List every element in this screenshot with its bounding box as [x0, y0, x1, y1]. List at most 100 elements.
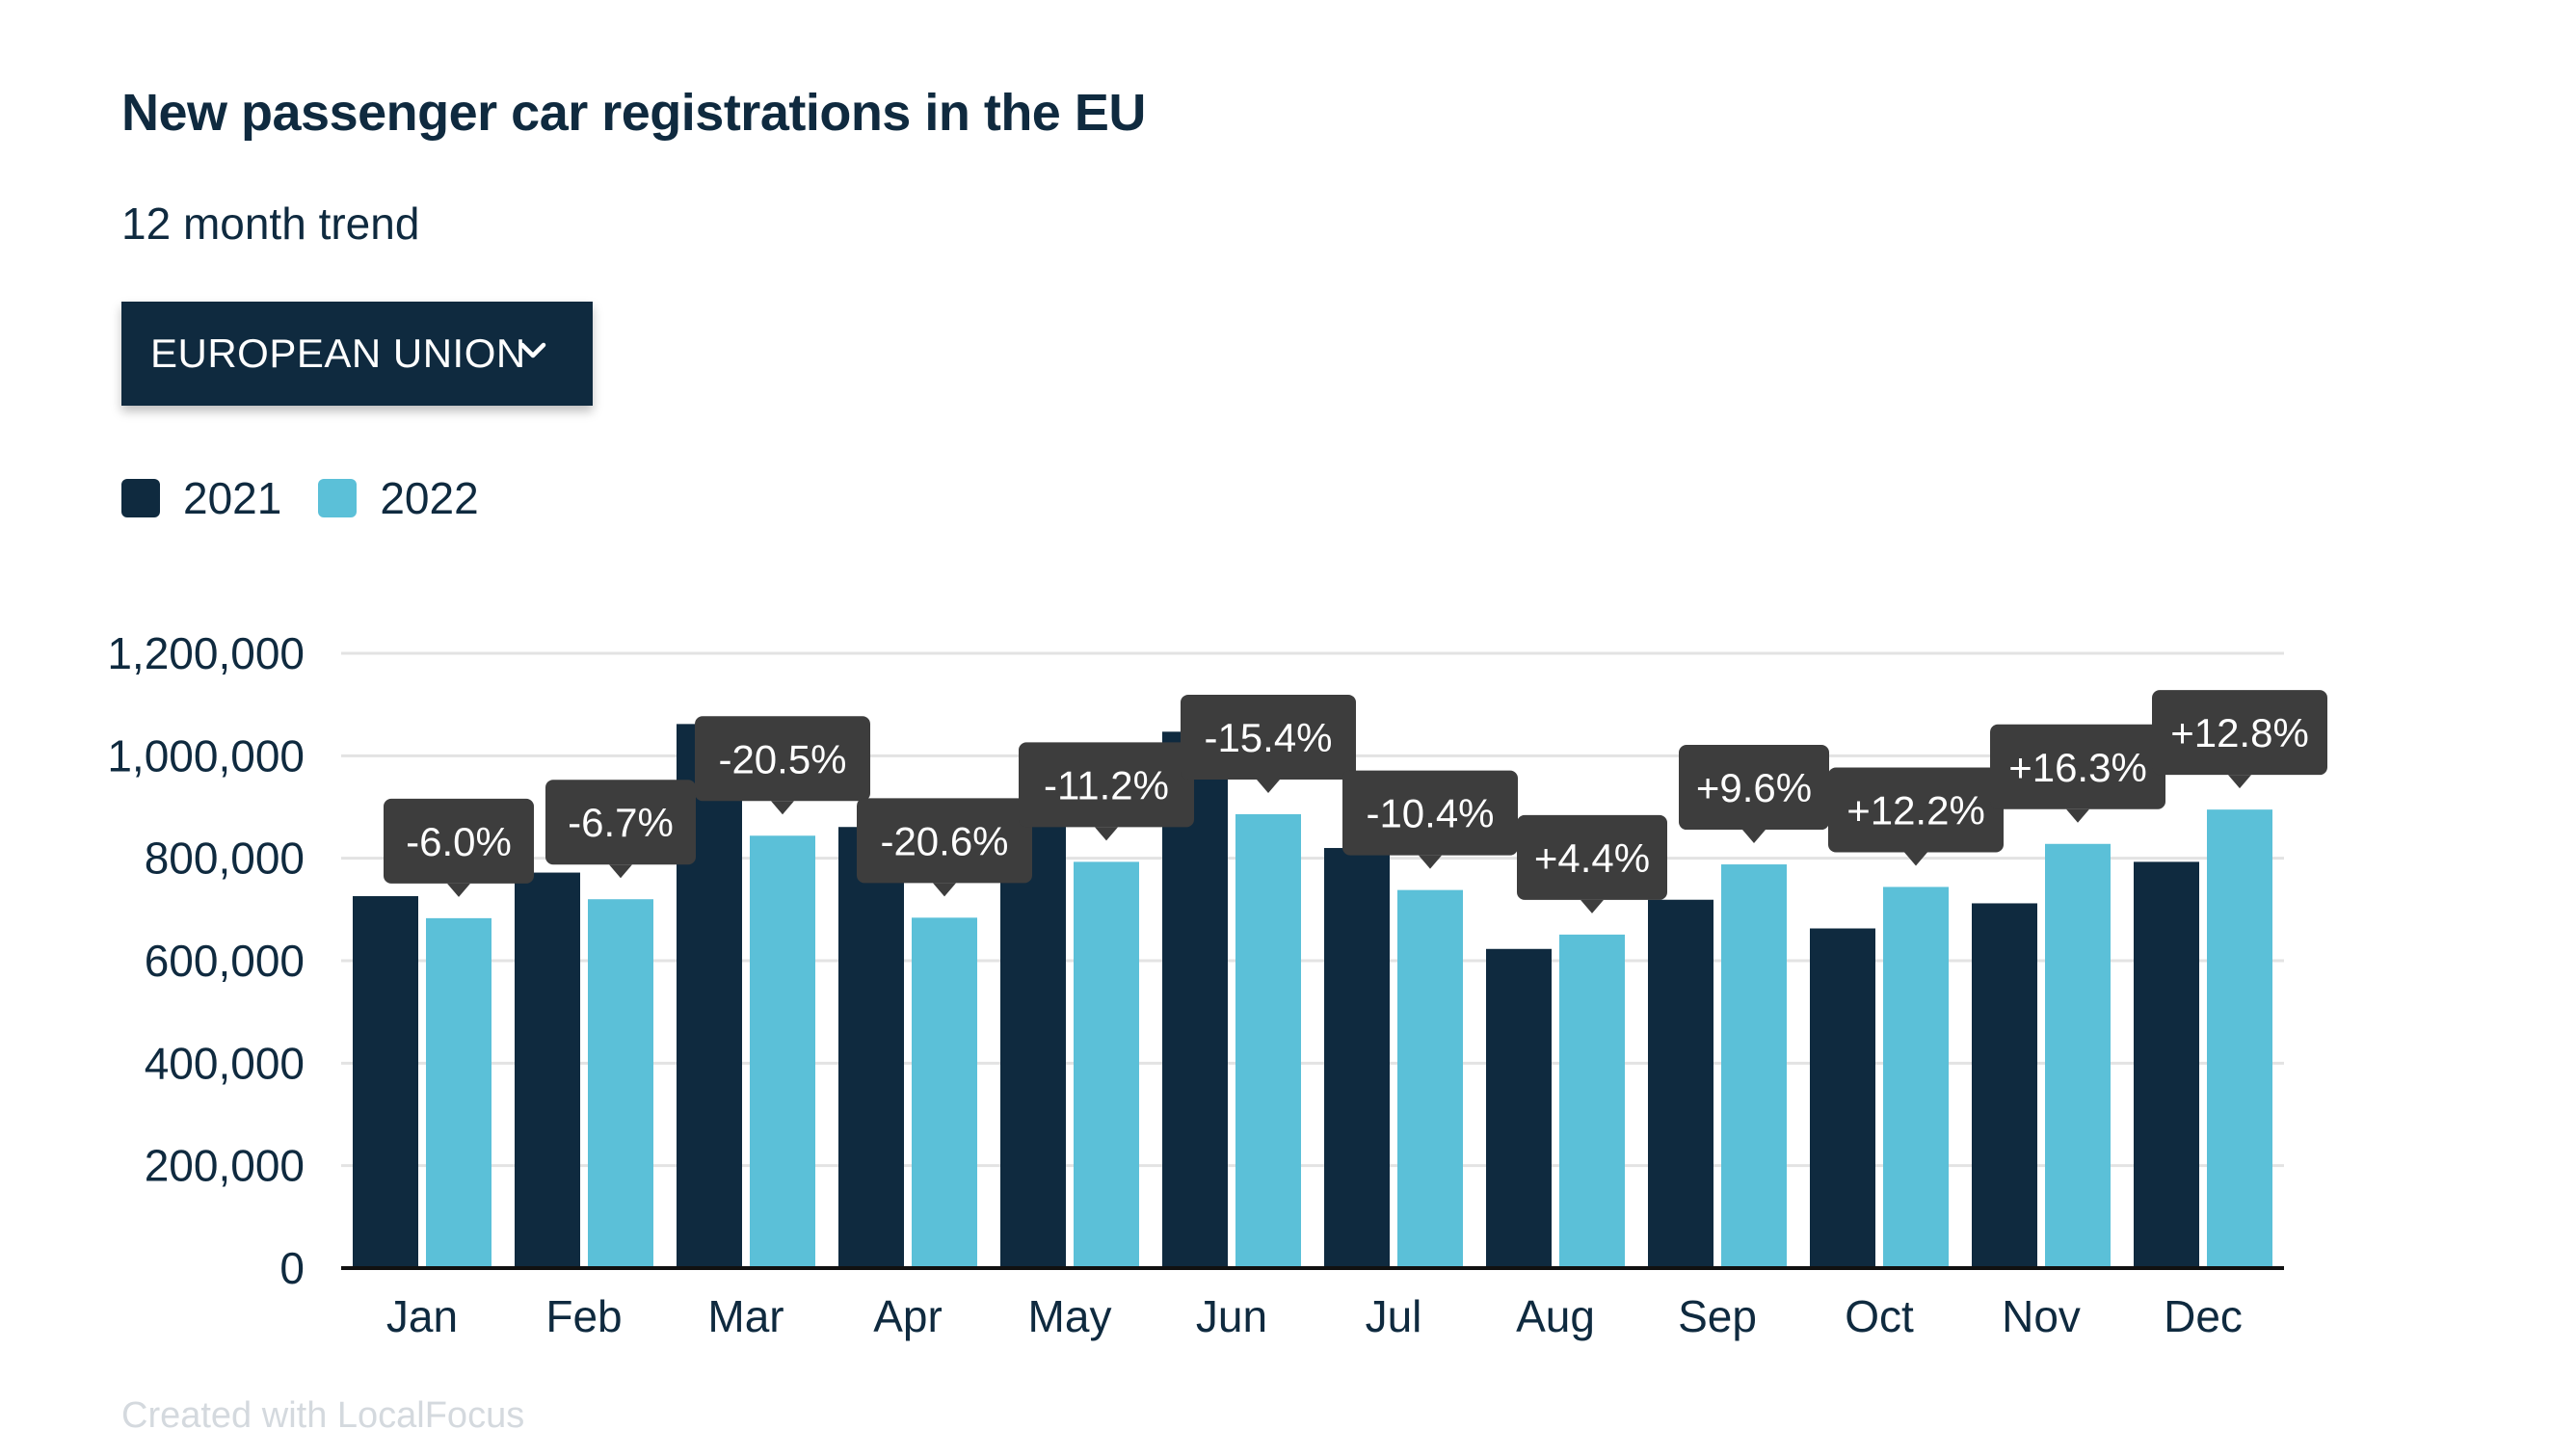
x-axis-ticks: Jan Feb Mar Apr May Jun Jul Aug Sep Oct Nov Dec: [386, 1291, 2243, 1341]
bar-2022-apr: [912, 917, 977, 1268]
change-label-mar: -20.5%: [695, 716, 870, 815]
bar-2021-dec: [2134, 861, 2199, 1268]
change-label-text: -10.4%: [1366, 791, 1494, 836]
x-tick-label: Sep: [1678, 1291, 1757, 1341]
change-label-text: +16.3%: [2008, 745, 2147, 790]
change-label-jan: -6.0%: [384, 798, 534, 897]
bar-2022-sep: [1721, 864, 1787, 1268]
x-tick-label: Oct: [1845, 1291, 1914, 1341]
change-label-text: -20.5%: [718, 736, 846, 781]
change-label-pointer: [1904, 852, 1927, 866]
legend-item-2021[interactable]: 2021: [121, 472, 281, 524]
change-label-nov: +16.3%: [1990, 724, 2165, 823]
y-tick-label: 600,000: [145, 936, 305, 986]
change-label-pointer: [2228, 775, 2251, 789]
y-tick-label: 1,200,000: [107, 628, 305, 678]
bar-2021-apr: [838, 827, 904, 1268]
x-tick-label: Jan: [386, 1291, 458, 1341]
change-label-apr: -20.6%: [857, 798, 1032, 897]
change-label-pointer: [1742, 830, 1766, 844]
change-label-pointer: [447, 883, 470, 897]
x-tick-label: Jul: [1366, 1291, 1422, 1341]
chart-legend: 2021 2022: [121, 472, 516, 524]
change-label-box: [384, 798, 534, 884]
change-label-sep: +9.6%: [1679, 745, 1829, 844]
change-label-box: [1181, 694, 1356, 780]
change-label-jun: -15.4%: [1181, 694, 1356, 793]
chevron-down-icon: [519, 342, 546, 358]
change-label-box: [1342, 770, 1518, 856]
region-dropdown-label: EUROPEAN UNION: [150, 331, 526, 376]
change-label-feb: -6.7%: [545, 780, 696, 879]
change-label-pointer: [1580, 899, 1604, 913]
x-tick-label: Nov: [2002, 1291, 2081, 1341]
chart-title: New passenger car registrations in the E…: [121, 84, 1146, 142]
y-tick-label: 400,000: [145, 1038, 305, 1088]
change-label-pointer: [933, 883, 956, 897]
change-label-text: -20.6%: [880, 818, 1008, 863]
bar-2021-jan: [353, 896, 418, 1268]
change-label-box: [1517, 814, 1667, 900]
change-label-text: -11.2%: [1044, 762, 1169, 807]
change-label-may: -11.2%: [1019, 742, 1194, 841]
bar-2022-mar: [750, 835, 815, 1268]
change-label-text: +9.6%: [1696, 765, 1812, 810]
change-label-text: -15.4%: [1204, 715, 1332, 760]
bar-2021-jul: [1324, 848, 1390, 1268]
change-label-text: -6.7%: [568, 800, 674, 845]
y-tick-label: 800,000: [145, 834, 305, 884]
x-tick-label: Jun: [1196, 1291, 1267, 1341]
change-label-box: [1828, 767, 2004, 853]
bars: [353, 724, 2272, 1268]
change-label-text: +4.4%: [1534, 835, 1650, 881]
x-tick-label: Aug: [1516, 1291, 1595, 1341]
bar-2022-may: [1074, 861, 1139, 1268]
change-label-text: +12.8%: [2170, 710, 2309, 755]
bar-2022-oct: [1883, 887, 1949, 1268]
change-label-dec: +12.8%: [2152, 690, 2327, 789]
bar-2022-feb: [588, 899, 653, 1268]
bar-2022-dec: [2207, 809, 2272, 1268]
bar-2021-aug: [1486, 948, 1552, 1268]
bar-2022-jun: [1235, 813, 1301, 1268]
bar-2021-feb: [515, 872, 580, 1268]
legend-label-2021: 2021: [183, 473, 282, 523]
y-tick-label: 200,000: [145, 1141, 305, 1191]
x-tick-label: Apr: [873, 1291, 943, 1341]
footer-credit: Created with LocalFocus: [121, 1395, 525, 1436]
chart-subtitle: 12 month trend: [121, 199, 420, 249]
legend-swatch-2022: [318, 479, 358, 517]
change-label-text: +12.2%: [1846, 787, 1985, 833]
region-dropdown[interactable]: EUROPEAN UNION: [121, 302, 593, 406]
y-tick-label: 1,000,000: [107, 730, 305, 781]
x-tick-label: Mar: [707, 1291, 784, 1341]
bar-2022-jan: [426, 917, 491, 1268]
bar-2022-jul: [1397, 889, 1463, 1268]
legend-label-2022: 2022: [380, 473, 479, 523]
change-label-aug: +4.4%: [1517, 814, 1667, 913]
legend-item-2022[interactable]: 2022: [318, 472, 479, 524]
change-label-jul: -10.4%: [1342, 770, 1518, 869]
change-labels: -6.0% -6.7% -20.5% -20.6% -11.2% -15.4% -10.4%…: [384, 690, 2327, 913]
change-label-box: [1019, 742, 1194, 828]
change-label-box: [695, 716, 870, 802]
bar-2022-nov: [2045, 843, 2111, 1268]
change-label-box: [1990, 724, 2165, 809]
change-label-pointer: [1419, 855, 1442, 869]
change-label-box: [2152, 690, 2327, 776]
change-label-box: [1679, 745, 1829, 831]
change-label-pointer: [771, 801, 794, 815]
x-tick-label: Dec: [2164, 1291, 2243, 1341]
change-label-pointer: [1095, 827, 1118, 841]
change-label-box: [857, 798, 1032, 884]
x-tick-label: Feb: [545, 1291, 622, 1341]
bar-2022-aug: [1559, 934, 1625, 1268]
bar-2021-nov: [1972, 903, 2037, 1268]
change-label-pointer: [609, 864, 632, 879]
change-label-box: [545, 780, 696, 865]
bar-2021-may: [1000, 813, 1066, 1268]
change-label-text: -6.0%: [406, 819, 512, 864]
bar-2021-sep: [1648, 899, 1713, 1268]
bar-2021-oct: [1810, 928, 1875, 1268]
